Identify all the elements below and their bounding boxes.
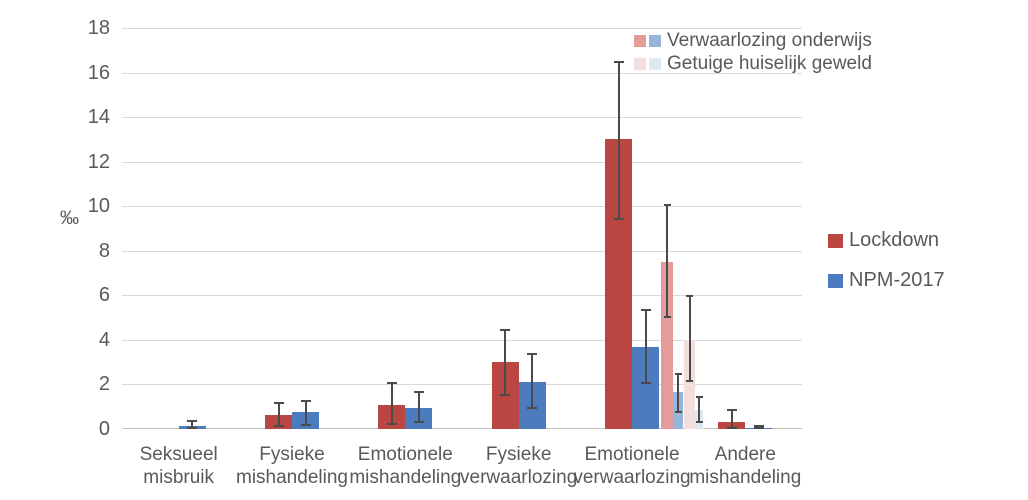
- y-tick-label: 6: [98, 284, 110, 307]
- gridline: [122, 72, 802, 74]
- legend-swatch-npm2017: [828, 273, 843, 288]
- error-bar: [300, 400, 311, 426]
- error-bar: [663, 204, 671, 318]
- legend-item: Getuige huiselijk geweld: [634, 52, 872, 75]
- x-category-label: Andere mishandeling: [689, 444, 802, 488]
- y-tick-label: 18: [87, 17, 110, 39]
- legend-swatch-lockdown: [828, 233, 843, 248]
- legend-swatch-red-tint: [634, 34, 646, 47]
- plot-area: [122, 28, 802, 429]
- y-tick-label: 16: [87, 61, 110, 84]
- gridline: [122, 250, 802, 252]
- error-bar: [613, 61, 624, 220]
- legend-label: Verwaarlozing onderwijs: [667, 29, 872, 51]
- y-axis-unit-label: ‰: [60, 208, 79, 229]
- bar: [661, 261, 673, 429]
- error-bar: [674, 373, 682, 414]
- gridline: [122, 206, 802, 208]
- legend-label: NPM-2017: [849, 269, 945, 291]
- y-tick-label: 10: [87, 195, 110, 218]
- y-tick-label: 8: [98, 239, 110, 262]
- y-tick-label: 12: [87, 150, 110, 173]
- gridline: [122, 295, 802, 297]
- x-category-label: Emotionele mishandeling: [349, 444, 462, 488]
- gridline: [122, 339, 802, 341]
- gridline: [122, 161, 802, 163]
- legend-item: Verwaarlozing onderwijs: [634, 29, 872, 52]
- y-tick-label: 14: [87, 106, 110, 129]
- error-bar: [527, 353, 538, 409]
- legend-label: Getuige huiselijk geweld: [667, 52, 872, 74]
- y-tick-label: 2: [98, 373, 110, 396]
- x-category-label: Fysieke mishandeling: [236, 444, 348, 488]
- legend-item: Lockdown: [828, 229, 945, 252]
- bar: [684, 339, 695, 429]
- gridline: [122, 117, 802, 119]
- legend-swatch-red-pale: [634, 57, 646, 70]
- error-bar: [686, 295, 693, 383]
- gridline: [122, 28, 802, 29]
- legend-main-series: Lockdown NPM-2017: [828, 229, 945, 309]
- legend-overlay-series: Verwaarlozing onderwijs Getuige huiselij…: [634, 29, 872, 75]
- x-axis-line: [122, 428, 802, 429]
- legend-swatch-blue-pale: [649, 57, 661, 70]
- x-category-label: Seksueel misbruik: [139, 444, 218, 488]
- legend-label: Lockdown: [849, 229, 940, 251]
- error-bar: [753, 425, 764, 429]
- y-tick-label: 4: [98, 328, 110, 351]
- legend-swatch-blue-tint: [649, 34, 661, 47]
- legend-item: NPM-2017: [828, 269, 945, 292]
- error-bar: [386, 382, 397, 425]
- gridline: [122, 384, 802, 386]
- y-tick-label: 0: [98, 418, 110, 440]
- error-bar: [413, 391, 424, 424]
- error-bar: [726, 408, 737, 429]
- x-category-label: Emotionele verwaarlozing: [573, 444, 691, 488]
- error-bar: [187, 420, 198, 429]
- error-bar: [500, 328, 511, 396]
- error-bar: [695, 395, 703, 424]
- error-bar: [640, 308, 651, 385]
- error-bar: [273, 402, 284, 427]
- x-category-label: Fysieke verwaarlozing: [460, 444, 578, 488]
